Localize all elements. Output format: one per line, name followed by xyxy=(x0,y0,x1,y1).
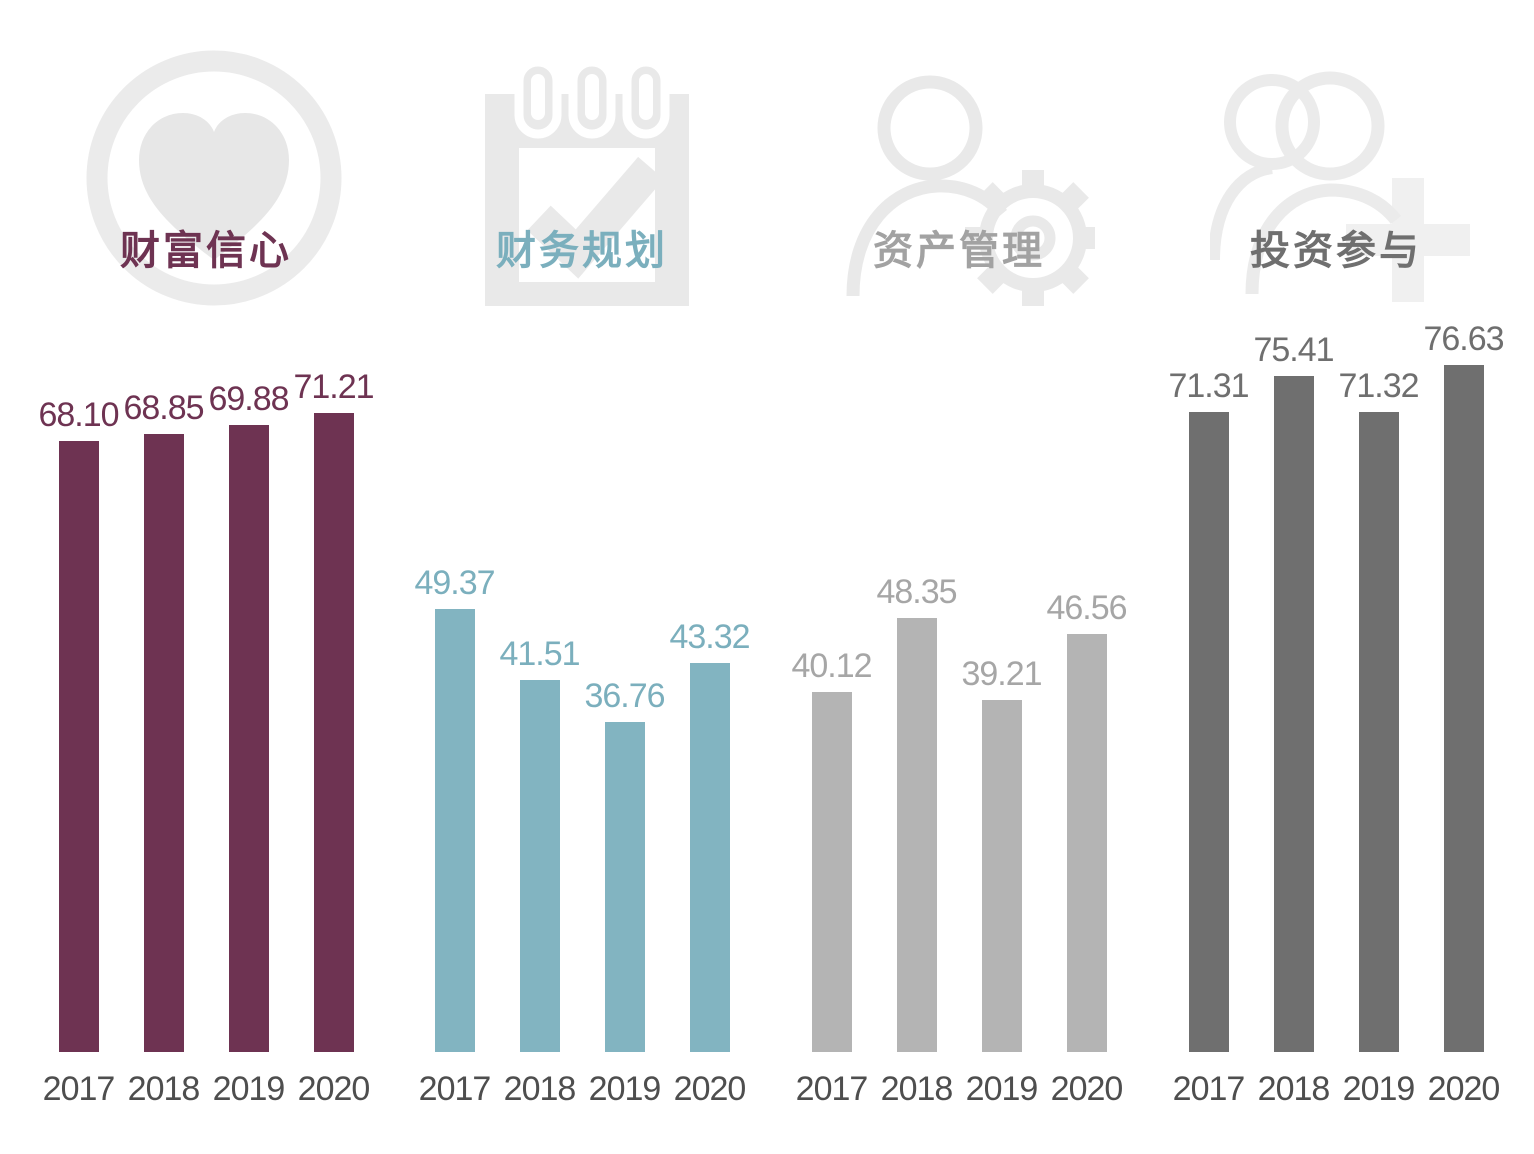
value-label: 71.31 xyxy=(1168,367,1249,405)
x-axis-ticks: 2017 2018 2019 2020 xyxy=(1166,1068,1506,1110)
x-tick-2020: 2020 xyxy=(297,1070,371,1108)
bar-2018 xyxy=(896,618,937,1052)
x-tick-2017: 2017 xyxy=(418,1070,492,1108)
plus-shape xyxy=(1346,178,1470,302)
bar-2019 xyxy=(604,722,645,1052)
bar-2020 xyxy=(313,413,354,1052)
bar-2017 xyxy=(58,441,99,1052)
value-label: 43.32 xyxy=(669,618,750,656)
heart-circle-icon xyxy=(84,48,344,313)
value-label: 46.56 xyxy=(1046,589,1127,627)
x-axis-ticks: 2017 2018 2019 2020 xyxy=(412,1068,752,1110)
bar-2020 xyxy=(1443,365,1484,1052)
bar-area: 40.12 48.35 39.21 46.56 xyxy=(789,0,1129,1052)
value-label: 68.85 xyxy=(123,389,204,427)
x-tick-2018: 2018 xyxy=(127,1070,201,1108)
x-tick-2017: 2017 xyxy=(42,1070,116,1108)
x-tick-2017: 2017 xyxy=(1172,1070,1246,1108)
calendar-check-icon xyxy=(483,56,701,313)
x-tick-2020: 2020 xyxy=(673,1070,747,1108)
group-title: 财富信心 xyxy=(120,229,292,273)
bar-2017 xyxy=(1188,412,1229,1052)
person-gear-icon xyxy=(845,58,1101,318)
group-title: 资产管理 xyxy=(873,229,1045,273)
x-tick-2018: 2018 xyxy=(1257,1070,1331,1108)
value-label: 48.35 xyxy=(876,573,957,611)
group-title: 财务规划 xyxy=(496,229,668,273)
bar-2019 xyxy=(1358,412,1399,1052)
bar-2017 xyxy=(811,692,852,1052)
x-axis-ticks: 2017 2018 2019 2020 xyxy=(36,1068,376,1110)
group-asset-management: 资产管理 40.12 48.35 39.21 46.56 2017 2018 2019 20… xyxy=(789,0,1129,1154)
x-tick-2019: 2019 xyxy=(1342,1070,1416,1108)
bar-2019 xyxy=(981,700,1022,1052)
value-label: 69.88 xyxy=(208,380,289,418)
bar-area: 71.31 75.41 71.32 76.63 xyxy=(1166,0,1506,1052)
value-label: 71.21 xyxy=(293,368,374,406)
bar-area: 68.10 68.85 69.88 71.21 xyxy=(36,0,376,1052)
x-tick-2018: 2018 xyxy=(880,1070,954,1108)
bar-2018 xyxy=(143,434,184,1052)
bar-2018 xyxy=(1273,376,1314,1052)
people-plus-icon xyxy=(1208,60,1472,320)
value-label: 76.63 xyxy=(1423,320,1504,358)
x-tick-2019: 2019 xyxy=(588,1070,662,1108)
x-axis-ticks: 2017 2018 2019 2020 xyxy=(789,1068,1129,1110)
group-title: 投资参与 xyxy=(1250,229,1422,273)
bar-2020 xyxy=(1066,634,1107,1052)
bar-2018 xyxy=(519,680,560,1052)
bar-2019 xyxy=(228,425,269,1052)
value-label: 36.76 xyxy=(584,677,665,715)
x-tick-2020: 2020 xyxy=(1050,1070,1124,1108)
value-label: 71.32 xyxy=(1338,367,1419,405)
x-tick-2020: 2020 xyxy=(1427,1070,1501,1108)
bar-2020 xyxy=(689,663,730,1052)
group-wealth-confidence: 财富信心 68.10 68.85 69.88 71.21 2017 2018 2019 20… xyxy=(36,0,376,1154)
bar-2017 xyxy=(434,609,475,1052)
value-label: 49.37 xyxy=(414,564,495,602)
x-tick-2018: 2018 xyxy=(503,1070,577,1108)
group-investment-participation: 投资参与 71.31 75.41 71.32 76.63 2017 2018 2019 20… xyxy=(1166,0,1506,1154)
x-tick-2019: 2019 xyxy=(212,1070,286,1108)
group-financial-planning: 财务规划 49.37 41.51 36.76 43.32 2017 2018 2019 20… xyxy=(412,0,752,1154)
value-label: 41.51 xyxy=(499,635,580,673)
value-label: 40.12 xyxy=(791,647,872,685)
bar-area: 49.37 41.51 36.76 43.32 xyxy=(412,0,752,1052)
x-tick-2017: 2017 xyxy=(795,1070,869,1108)
value-label: 75.41 xyxy=(1253,331,1334,369)
value-label: 68.10 xyxy=(38,396,119,434)
x-tick-2019: 2019 xyxy=(965,1070,1039,1108)
value-label: 39.21 xyxy=(961,655,1042,693)
